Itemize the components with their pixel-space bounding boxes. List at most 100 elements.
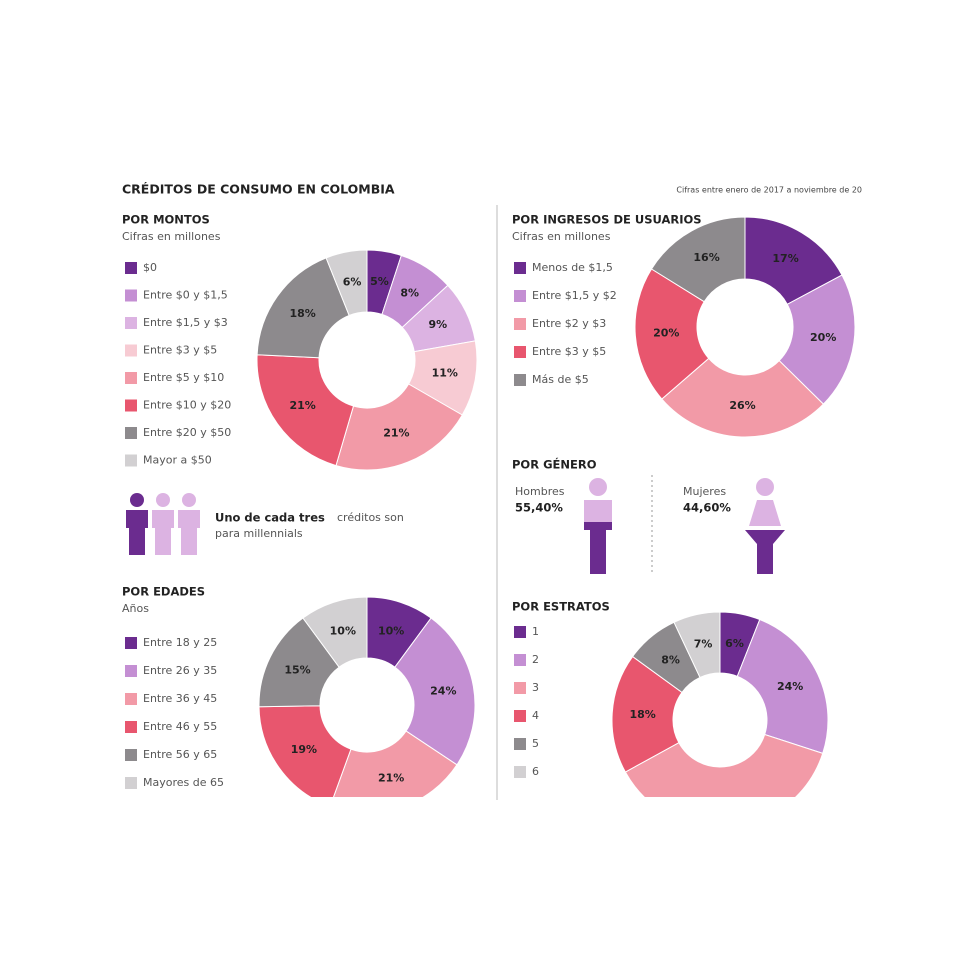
- value-label: 11%: [432, 367, 458, 380]
- person-head: [756, 478, 774, 496]
- person-body: [584, 500, 612, 522]
- value-label: 20%: [653, 326, 679, 339]
- value-label: 21%: [378, 772, 404, 785]
- value-label: 8%: [400, 287, 419, 300]
- donut-slice: [394, 617, 476, 766]
- value-label: 10%: [330, 624, 356, 637]
- section-title: POR EDADES: [122, 585, 205, 599]
- legend-label: Mayor a $50: [143, 454, 212, 467]
- legend-label: Entre $10 y $20: [143, 399, 231, 412]
- value-label: 10%: [378, 624, 404, 637]
- legend-label: 4: [532, 709, 539, 722]
- legend-label: Entre 36 y 45: [143, 692, 217, 705]
- legend-label: Entre $3 y $5: [532, 345, 606, 358]
- legend-swatch: [125, 289, 137, 302]
- donut-slice: [256, 354, 355, 467]
- callout-text: créditos son: [337, 511, 404, 524]
- legend-swatch: [514, 738, 526, 750]
- millennial-icons: [126, 493, 200, 555]
- gender-value: 44,60%: [683, 501, 731, 515]
- note: Cifras entre enero de 2017 a noviembre d…: [676, 186, 862, 195]
- value-label: 8%: [661, 653, 680, 666]
- legend-swatch: [514, 346, 526, 358]
- donut-slice: [634, 268, 710, 400]
- legend-label: Menos de $1,5: [532, 261, 613, 274]
- legend-swatch: [514, 710, 526, 722]
- donut-slice: [673, 611, 721, 679]
- legend-swatch: [125, 637, 137, 649]
- value-label: 6%: [343, 275, 362, 288]
- legend-swatch: [125, 344, 137, 357]
- legend-label: Entre $0 y $1,5: [143, 289, 228, 302]
- donut-slice: [332, 730, 458, 797]
- person-head: [589, 478, 607, 496]
- value-label: 6%: [725, 637, 744, 650]
- person-legs: [745, 530, 785, 574]
- legend-swatch: [125, 427, 137, 439]
- value-label: 5%: [370, 275, 389, 288]
- value-label: 7%: [694, 637, 713, 650]
- section-title: POR MONTOS: [122, 213, 210, 227]
- legend-swatch: [514, 766, 526, 778]
- person-legs: [584, 522, 612, 574]
- legend-label: Entre $5 y $10: [143, 371, 224, 384]
- legend-label: Entre $1,5 y $2: [532, 289, 617, 302]
- callout-text: para millennials: [215, 527, 303, 540]
- donut-slice: [661, 357, 825, 438]
- legend-label: 1: [532, 625, 539, 638]
- value-label: 21%: [289, 399, 315, 412]
- donut-slice: [624, 733, 824, 797]
- legend-swatch: [125, 454, 137, 467]
- legend-label: 2: [532, 653, 539, 666]
- legend-label: Entre $2 y $3: [532, 317, 606, 330]
- legend-label: 6: [532, 765, 539, 778]
- legend-label: Mayores de 65: [143, 776, 224, 789]
- legend-label: Entre 26 y 35: [143, 664, 217, 677]
- section-title: POR INGRESOS DE USUARIOS: [512, 213, 702, 227]
- legend-swatch: [514, 626, 526, 638]
- section-title: POR GÉNERO: [512, 457, 597, 472]
- section-subtitle: Cifras en millones: [512, 230, 611, 243]
- value-label: 24%: [777, 680, 803, 693]
- title: CRÉDITOS DE CONSUMO EN COLOMBIA: [122, 182, 395, 197]
- value-label: 16%: [693, 251, 719, 264]
- section-title: POR ESTRATOS: [512, 600, 610, 614]
- value-label: 17%: [772, 252, 798, 265]
- legend-swatch: [125, 721, 137, 733]
- value-label: 19%: [291, 743, 317, 756]
- legend-swatch: [514, 262, 526, 274]
- donut: 17% 20% 26% 20% 16%: [634, 216, 856, 438]
- legend-swatch: [514, 682, 526, 694]
- legend-label: Entre $20 y $50: [143, 426, 231, 439]
- legend-swatch: [514, 654, 526, 666]
- legend-swatch: [125, 665, 137, 677]
- value-label: 18%: [629, 708, 655, 721]
- donut-slice: [325, 249, 368, 317]
- gender-label: Hombres: [515, 485, 565, 498]
- donut: 10% 24% 21% 19% 15% 10%: [258, 596, 476, 797]
- value-label: 20%: [810, 331, 836, 344]
- callout-bold: Uno de cada tres: [215, 511, 325, 525]
- value-label: 18%: [289, 307, 315, 320]
- donut-slice: [778, 274, 856, 405]
- value-label: 9%: [428, 318, 447, 331]
- legend-label: Entre 18 y 25: [143, 636, 217, 649]
- donut: 5% 8% 9% 11% 21% 21% 18% 6%: [256, 249, 478, 471]
- value-label: 24%: [430, 685, 456, 698]
- donut: 6% 24% 18% 8% 7%: [611, 611, 829, 797]
- gender-value: 55,40%: [515, 501, 563, 515]
- legend-swatch: [125, 317, 137, 329]
- donut-slice: [744, 216, 843, 306]
- donut-slice: [736, 618, 829, 755]
- legend-swatch: [514, 290, 526, 302]
- legend-label: 3: [532, 681, 539, 694]
- legend-label: Más de $5: [532, 373, 589, 386]
- legend-swatch: [125, 372, 137, 384]
- legend-label: Entre $3 y $5: [143, 344, 217, 357]
- legend-label: 5: [532, 737, 539, 750]
- legend-swatch: [514, 318, 526, 330]
- donut-slice: [650, 216, 746, 303]
- donut-slice: [258, 705, 352, 797]
- person-body: [749, 500, 781, 526]
